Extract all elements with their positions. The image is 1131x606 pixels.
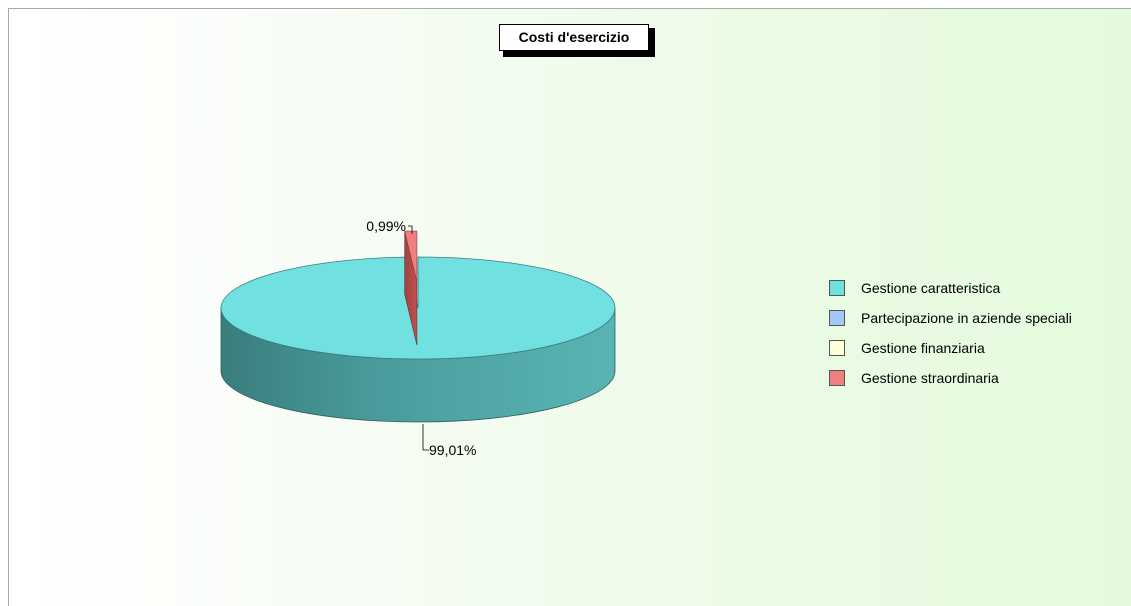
pie-value-label: 99,01%	[429, 442, 476, 458]
pie-chart: 0,99% 99,01%	[220, 218, 616, 458]
leader-line	[422, 424, 429, 451]
pie-slice-gestione-caratteristica	[220, 256, 616, 360]
leader-line	[408, 225, 413, 234]
legend-item-gestione-straordinaria: Gestione straordinaria	[829, 369, 1129, 387]
legend-label: Partecipazione in aziende speciali	[861, 310, 1072, 326]
legend-swatch	[829, 370, 845, 386]
legend-item-partecipazione: Partecipazione in aziende speciali	[829, 309, 1129, 327]
chart-title: Costi d'esercizio	[499, 24, 655, 57]
pie-slice-gestione-straordinaria	[404, 230, 418, 283]
chart-area: 0,99% 99,01% Costi d'esercizio Gestione c…	[8, 8, 1131, 606]
legend-label: Gestione caratteristica	[861, 280, 1001, 296]
legend-swatch	[829, 280, 845, 296]
legend-swatch	[829, 310, 845, 326]
pie-value-label: 0,99%	[366, 218, 406, 234]
legend-item-gestione-caratteristica: Gestione caratteristica	[829, 279, 1129, 297]
legend-swatch	[829, 340, 845, 356]
legend-label: Gestione finanziaria	[861, 340, 985, 356]
legend: Gestione caratteristica Partecipazione i…	[829, 279, 1129, 399]
legend-item-gestione-finanziaria: Gestione finanziaria	[829, 339, 1129, 357]
chart-title-text: Costi d'esercizio	[499, 24, 649, 51]
legend-label: Gestione straordinaria	[861, 370, 999, 386]
